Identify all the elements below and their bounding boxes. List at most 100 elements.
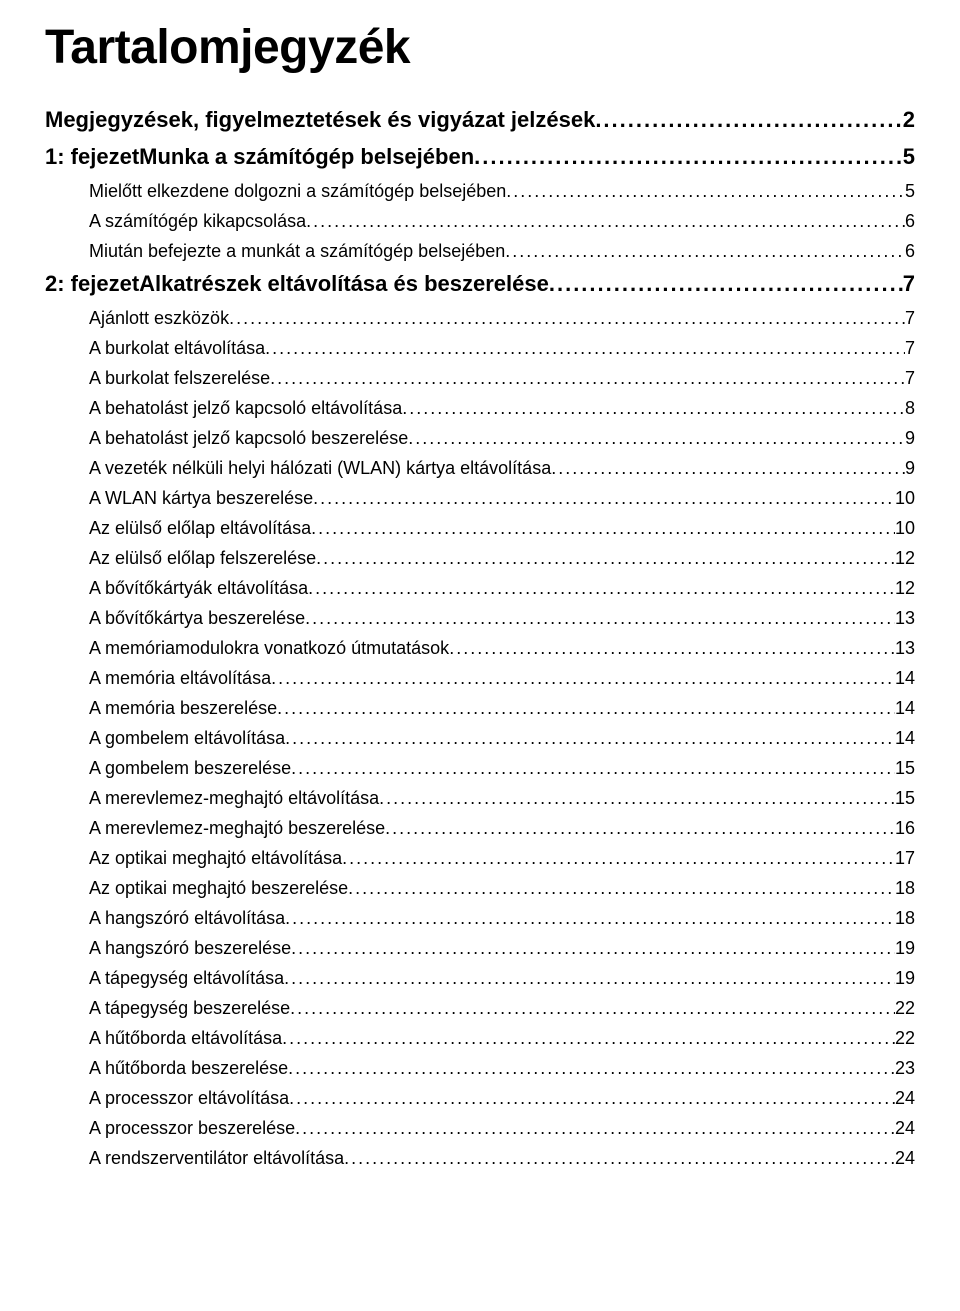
toc-leader-dots	[229, 308, 905, 329]
toc-leader-dots	[284, 968, 895, 989]
toc-entry[interactable]: A rendszerventilátor eltávolítása 24	[45, 1148, 915, 1169]
toc-entry-page: 14	[895, 698, 915, 719]
toc-entry-page: 6	[905, 241, 915, 262]
toc-entry-page: 24	[895, 1118, 915, 1139]
toc-entry[interactable]: A bővítőkártya beszerelése13	[45, 608, 915, 629]
page-title: Tartalomjegyzék	[45, 20, 915, 75]
toc-entry-label: 2: fejezetAlkatrészek eltávolítása és be…	[45, 271, 549, 297]
toc-entry-page: 18	[895, 908, 915, 929]
toc-leader-dots	[270, 368, 905, 389]
toc-entry-page: 7	[905, 368, 915, 389]
toc-entry-label: A merevlemez-meghajtó beszerelése	[89, 818, 385, 839]
toc-entry[interactable]: 2: fejezetAlkatrészek eltávolítása és be…	[45, 271, 915, 297]
toc-entry[interactable]: Az elülső előlap eltávolítása10	[45, 518, 915, 539]
toc-entry-label: 1: fejezetMunka a számítógép belsejében	[45, 144, 474, 170]
toc-entry-page: 16	[895, 818, 915, 839]
toc-leader-dots	[306, 211, 905, 232]
toc-entry-page: 23	[895, 1058, 915, 1079]
toc-entry-page: 15	[895, 758, 915, 779]
toc-entry[interactable]: Az optikai meghajtó beszerelése18	[45, 878, 915, 899]
toc-leader-dots	[342, 848, 895, 869]
toc-entry[interactable]: A hűtőborda beszerelése 23	[45, 1058, 915, 1079]
toc-entry-label: A memória eltávolítása	[89, 668, 271, 689]
toc-leader-dots	[308, 578, 895, 599]
toc-leader-dots	[474, 144, 903, 170]
toc-entry-page: 9	[905, 428, 915, 449]
toc-entry-page: 6	[905, 211, 915, 232]
toc-entry[interactable]: Mielőtt elkezdene dolgozni a számítógép …	[45, 181, 915, 202]
toc-leader-dots	[265, 338, 905, 359]
toc-entry-label: A bővítőkártya beszerelése	[89, 608, 305, 629]
toc-entry[interactable]: A WLAN kártya beszerelése10	[45, 488, 915, 509]
toc-entry-label: A hűtőborda beszerelése	[89, 1058, 288, 1079]
toc-leader-dots	[291, 758, 895, 779]
toc-entry[interactable]: 1: fejezetMunka a számítógép belsejében 5	[45, 144, 915, 170]
toc-entry-label: Az elülső előlap eltávolítása	[89, 518, 311, 539]
toc-leader-dots	[408, 428, 905, 449]
toc-leader-dots	[277, 698, 895, 719]
toc-entry[interactable]: Megjegyzések, figyelmeztetések és vigyáz…	[45, 107, 915, 133]
toc-leader-dots	[551, 458, 905, 479]
toc-entry-page: 22	[895, 998, 915, 1019]
toc-entry[interactable]: A hangszóró eltávolítása18	[45, 908, 915, 929]
toc-leader-dots	[285, 728, 895, 749]
toc-entry[interactable]: A gombelem beszerelése15	[45, 758, 915, 779]
toc-entry[interactable]: A hangszóró beszerelése19	[45, 938, 915, 959]
toc-entry[interactable]: A processzor beszerelése 24	[45, 1118, 915, 1139]
toc-entry-page: 18	[895, 878, 915, 899]
toc-entry-label: A tápegység beszerelése	[89, 998, 290, 1019]
toc-entry[interactable]: A számítógép kikapcsolása6	[45, 211, 915, 232]
toc-entry[interactable]: Az elülső előlap felszerelése12	[45, 548, 915, 569]
toc-entry-page: 15	[895, 788, 915, 809]
toc-leader-dots	[295, 1118, 895, 1139]
toc-entry[interactable]: A burkolat eltávolítása7	[45, 338, 915, 359]
toc-entry-label: A hűtőborda eltávolítása	[89, 1028, 282, 1049]
toc-leader-dots	[285, 908, 895, 929]
toc-leader-dots	[379, 788, 895, 809]
toc-entry-label: A behatolást jelző kapcsoló eltávolítása	[89, 398, 402, 419]
toc-leader-dots	[402, 398, 905, 419]
toc-entry-page: 12	[895, 578, 915, 599]
toc-leader-dots	[290, 998, 895, 1019]
toc-entry[interactable]: A behatolást jelző kapcsoló beszerelése 9	[45, 428, 915, 449]
toc-entry[interactable]: A tápegység eltávolítása19	[45, 968, 915, 989]
toc-entry-label: A burkolat felszerelése	[89, 368, 270, 389]
toc-entry[interactable]: A processzor eltávolítása 24	[45, 1088, 915, 1109]
toc-entry-page: 5	[905, 181, 915, 202]
toc-entry-page: 5	[903, 144, 915, 170]
toc-leader-dots	[595, 107, 902, 133]
toc-leader-dots	[289, 1088, 895, 1109]
toc-entry[interactable]: Miután befejezte a munkát a számítógép b…	[45, 241, 915, 262]
toc-entry[interactable]: A hűtőborda eltávolítása22	[45, 1028, 915, 1049]
toc-leader-dots	[288, 1058, 895, 1079]
toc-entry-label: A vezeték nélküli helyi hálózati (WLAN) …	[89, 458, 551, 479]
toc-leader-dots	[316, 548, 895, 569]
toc-entry-label: A behatolást jelző kapcsoló beszerelése	[89, 428, 408, 449]
toc-entry-label: Ajánlott eszközök	[89, 308, 229, 329]
toc-entry[interactable]: Az optikai meghajtó eltávolítása17	[45, 848, 915, 869]
toc-entry[interactable]: A memória beszerelése14	[45, 698, 915, 719]
toc-entry[interactable]: A tápegység beszerelése 22	[45, 998, 915, 1019]
toc-entry[interactable]: A merevlemez-meghajtó eltávolítása15	[45, 788, 915, 809]
toc-entry[interactable]: A gombelem eltávolítása14	[45, 728, 915, 749]
toc-entry[interactable]: A merevlemez-meghajtó beszerelése 16	[45, 818, 915, 839]
toc-entry-label: A processzor beszerelése	[89, 1118, 295, 1139]
toc-entry-label: A processzor eltávolítása	[89, 1088, 289, 1109]
toc-entry[interactable]: A memóriamodulokra vonatkozó útmutatások…	[45, 638, 915, 659]
toc-entry[interactable]: A vezeték nélküli helyi hálózati (WLAN) …	[45, 458, 915, 479]
toc-leader-dots	[505, 241, 905, 262]
toc-entry[interactable]: Ajánlott eszközök7	[45, 308, 915, 329]
toc-entry-label: A rendszerventilátor eltávolítása	[89, 1148, 344, 1169]
toc-leader-dots	[385, 818, 895, 839]
toc-leader-dots	[506, 181, 905, 202]
toc-entry[interactable]: A behatolást jelző kapcsoló eltávolítása…	[45, 398, 915, 419]
toc-entry-page: 24	[895, 1088, 915, 1109]
toc-entry-page: 9	[905, 458, 915, 479]
toc-entry[interactable]: A memória eltávolítása14	[45, 668, 915, 689]
toc-leader-dots	[549, 271, 903, 297]
toc-entry[interactable]: A burkolat felszerelése 7	[45, 368, 915, 389]
toc-entry-page: 7	[905, 338, 915, 359]
toc-entry[interactable]: A bővítőkártyák eltávolítása12	[45, 578, 915, 599]
toc-entry-page: 12	[895, 548, 915, 569]
toc-entry-page: 24	[895, 1148, 915, 1169]
